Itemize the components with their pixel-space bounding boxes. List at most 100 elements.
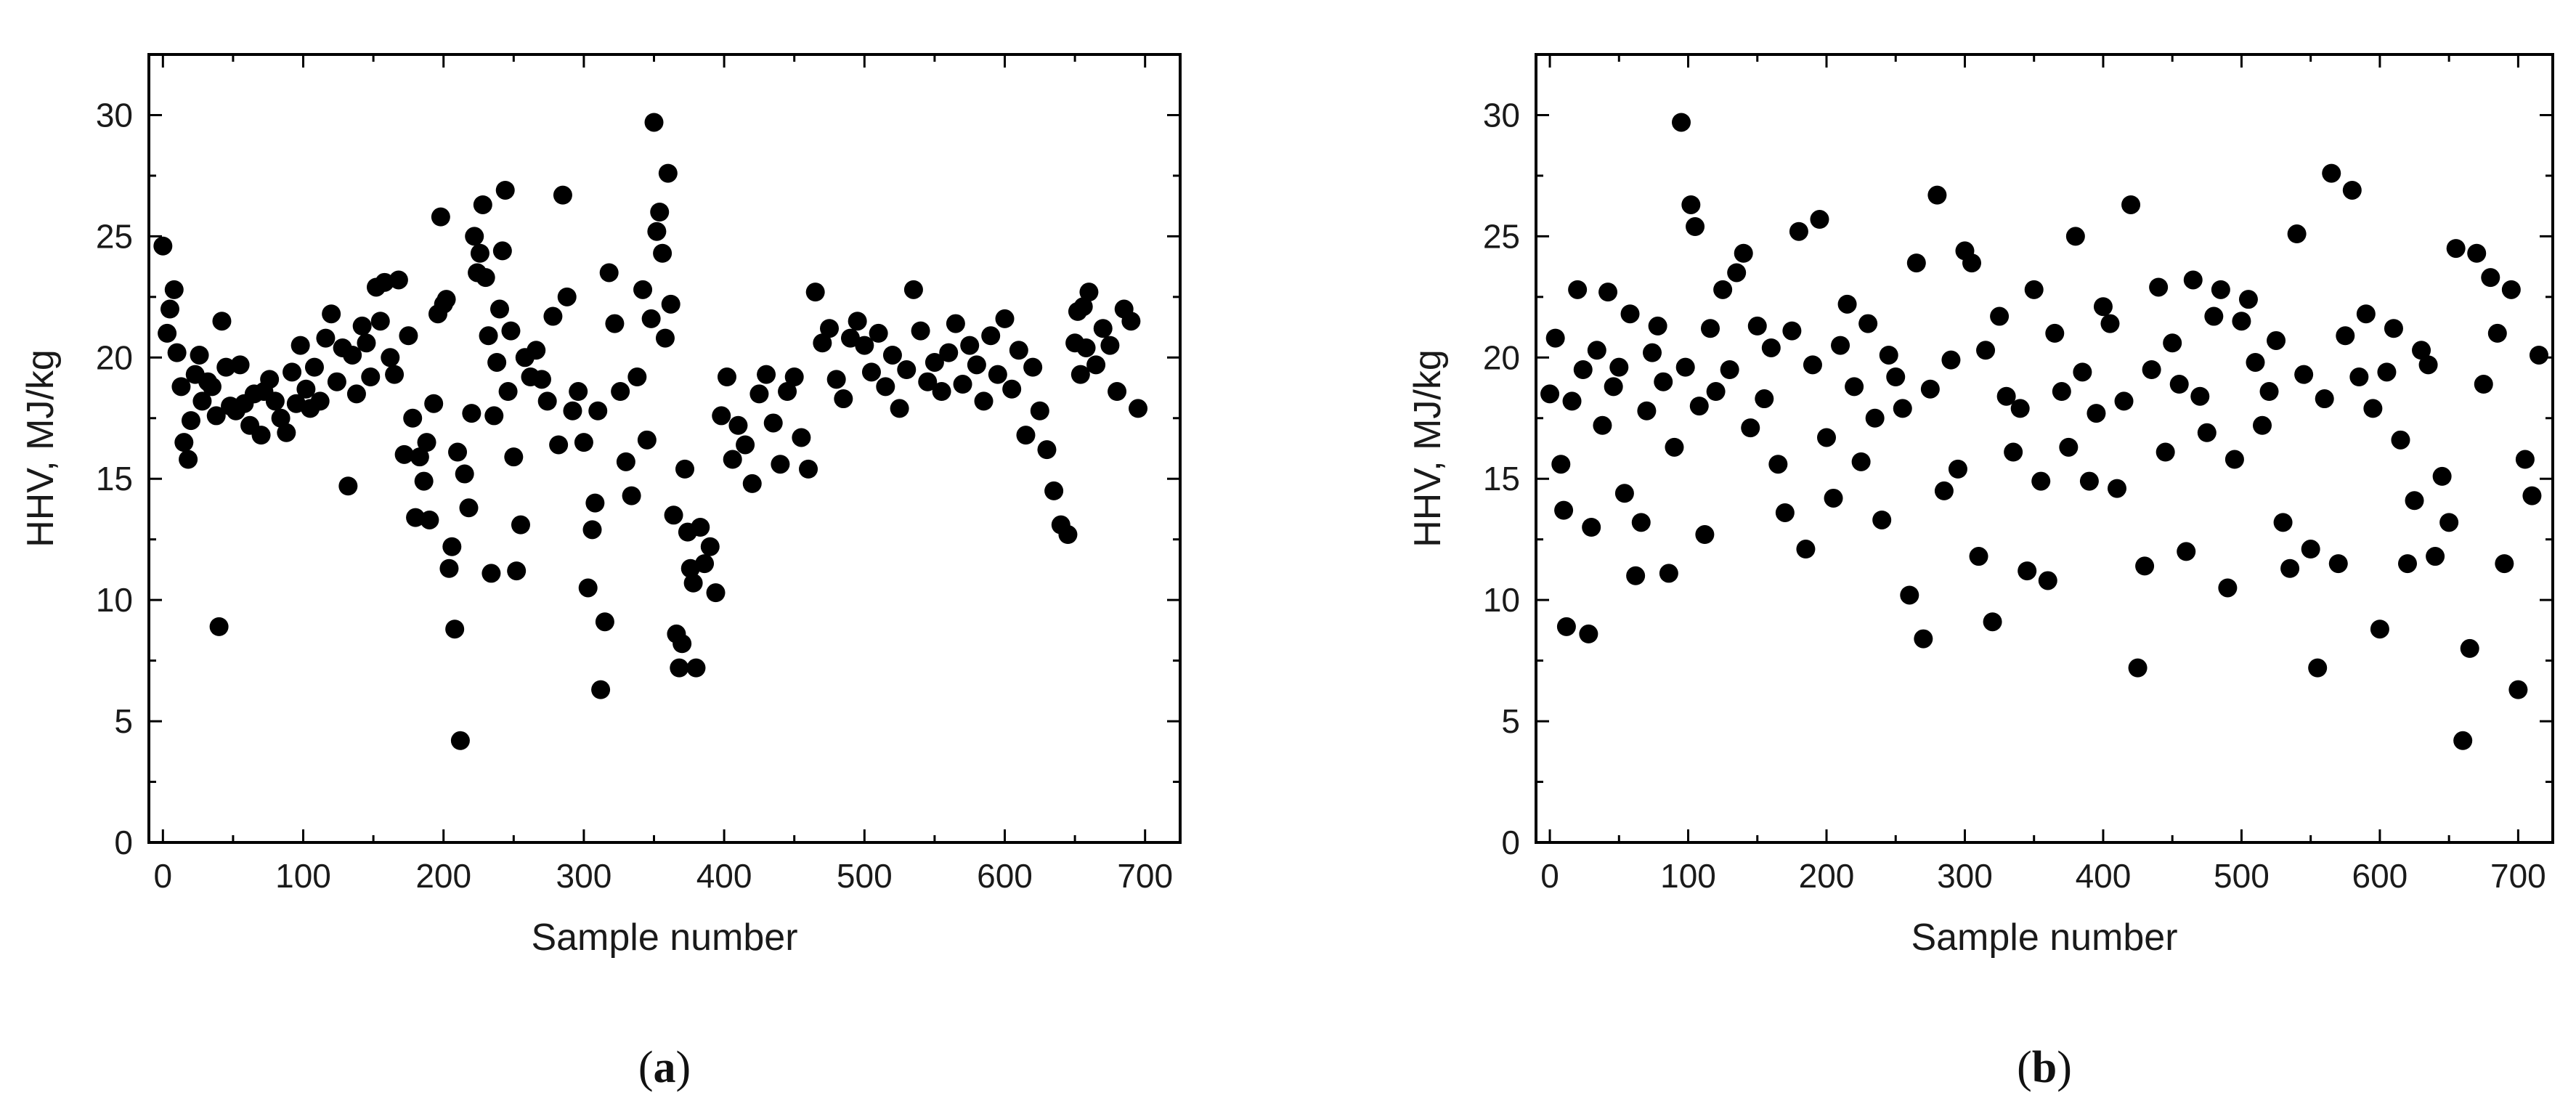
data-point [498,382,518,402]
data-point [2024,280,2044,299]
data-point [1782,321,1802,341]
data-point [960,336,980,355]
data-point [1609,357,1629,377]
data-point [1002,379,1022,399]
data-point [882,345,902,365]
data-point [1545,328,1565,348]
data-point [1037,440,1057,460]
data-point [310,391,330,411]
data-point [1695,525,1715,545]
data-point [2183,270,2203,290]
data-point [190,345,209,365]
data-point [2149,277,2169,297]
data-point [1672,113,1691,132]
x-tick-label: 200 [415,857,471,895]
data-point [2238,290,2258,309]
data-point [414,471,434,491]
data-point [1741,418,1760,438]
data-point [591,680,611,699]
data-point [271,408,290,428]
data-point [840,328,860,348]
plot-frame-a [147,53,1182,844]
data-point [1927,185,1947,205]
data-point [1817,428,1836,447]
y-tick-label: 25 [1483,217,1520,255]
data-point [1996,386,2016,406]
data-point [1648,316,1667,336]
y-tick-label: 10 [1483,581,1520,619]
y-tick-label: 15 [96,460,133,497]
data-point [251,426,271,445]
data-point [2218,578,2238,598]
data-point [2232,312,2251,331]
data-point [1540,384,1560,404]
data-point [2467,243,2487,263]
data-point [2100,314,2120,333]
data-point [650,203,670,222]
data-point [2114,391,2134,411]
data-point [2065,227,2085,246]
data-point [1551,455,1571,474]
data-point [492,241,512,261]
data-point [212,312,232,331]
data-point [876,377,895,397]
data-point [2384,319,2403,338]
data-point [2446,239,2466,259]
data-point [2495,554,2514,574]
data-point [1076,338,1096,357]
data-point [370,312,390,331]
data-point [482,564,501,583]
data-point [424,394,444,413]
data-point [465,227,484,246]
data-point [2356,304,2376,324]
data-point [641,309,661,328]
data-point [448,442,468,462]
data-point [455,464,474,484]
data-point [1643,343,1662,362]
data-point [462,404,482,423]
data-point [1851,452,1871,471]
data-point [2259,382,2279,402]
data-point [1872,510,1892,529]
data-point [179,450,198,469]
data-point [2474,375,2493,394]
data-point [2093,297,2113,317]
data-point [563,401,582,421]
data-point [1983,612,2002,632]
data-point [352,316,372,336]
data-point [2391,430,2410,450]
x-tick-label: 400 [2076,857,2132,895]
data-point [487,352,507,372]
data-point [1837,294,1857,314]
data-point [1675,357,1695,377]
data-point [805,283,825,302]
data-point [2287,224,2307,244]
data-point [2336,326,2355,346]
x-tick-label: 0 [1540,857,1559,895]
data-point [230,355,250,375]
data-point [2059,437,2079,457]
data-point [327,372,346,391]
data-point [527,341,546,360]
data-points-a [153,113,1148,750]
scatter-panel-a: 0 100 200 300 400 500 600 700 0 5 10 15 20 25 30 Sampl… [20,53,1182,1092]
data-point [1948,459,1967,479]
data-point [470,243,489,263]
data-point [2010,399,2030,418]
data-point [1789,222,1808,241]
data-point [1044,481,1064,500]
data-point [1593,415,1612,435]
data-point [2529,345,2548,365]
data-point [599,263,619,283]
data-point [2460,638,2479,658]
data-point [1073,297,1093,317]
data-point [1030,401,1049,421]
data-point [442,537,462,556]
data-point [202,377,222,397]
axis-ticks-a: 0 100 200 300 400 500 600 700 0 5 10 15 20 25 30 [96,53,1180,895]
data-point [723,450,742,469]
x-tick-label: 100 [1660,857,1716,895]
data-point [637,430,657,450]
data-point [1582,518,1601,537]
data-point [1620,304,1640,324]
